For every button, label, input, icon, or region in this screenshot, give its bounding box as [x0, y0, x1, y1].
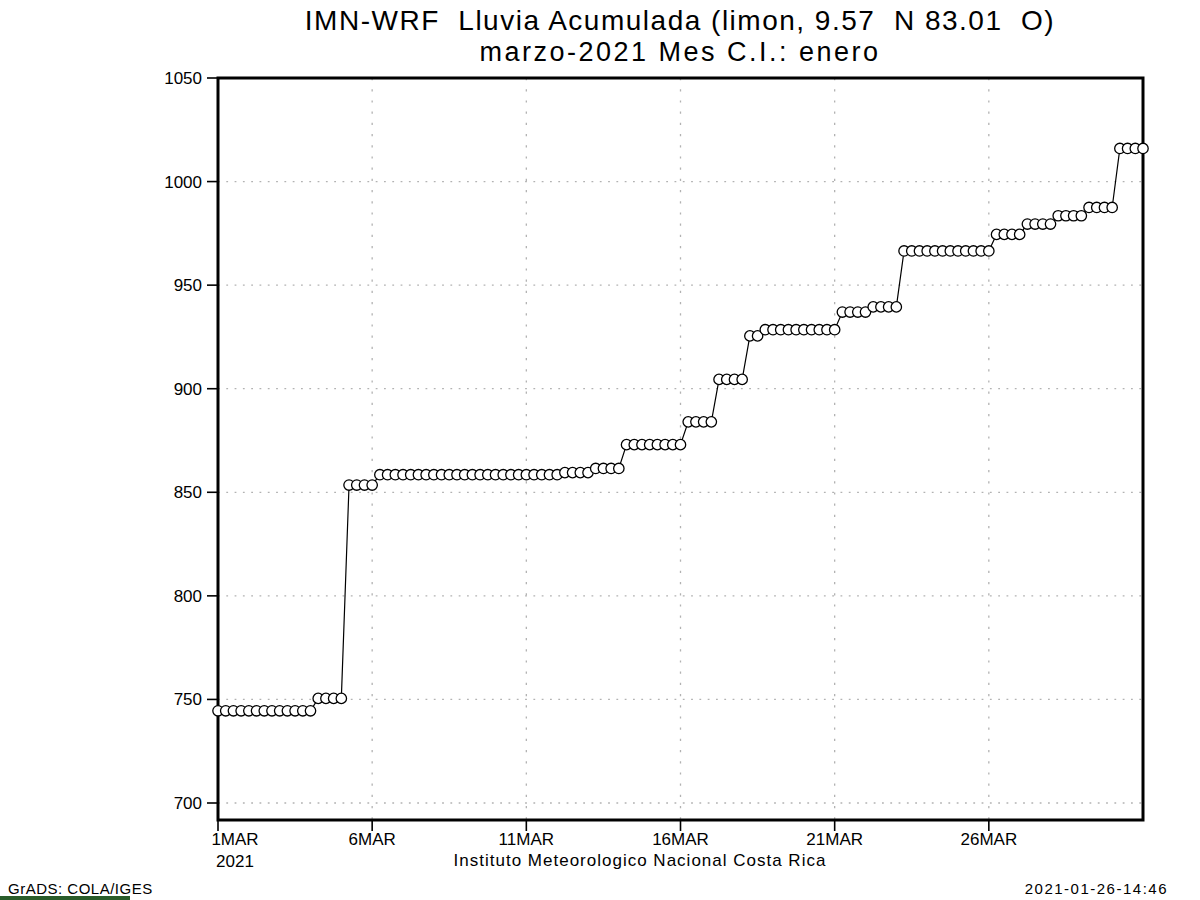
- y-tick-label: 750: [174, 690, 202, 709]
- rain-accumulation-chart: 700750800850900950100010501MAR20216MAR11…: [0, 0, 1200, 900]
- data-point-marker: [1107, 202, 1117, 212]
- y-tick-label: 950: [174, 276, 202, 295]
- data-point-marker: [1014, 229, 1024, 239]
- data-point-marker: [367, 480, 377, 490]
- x-tick-label: 1MAR: [211, 830, 258, 849]
- y-tick-label: 1000: [164, 173, 202, 192]
- data-point-marker: [1045, 219, 1055, 229]
- creation-timestamp: 2021-01-26-14:46: [1025, 880, 1168, 897]
- data-point-marker: [829, 324, 839, 334]
- x-tick-label: 21MAR: [806, 830, 863, 849]
- grads-plot-page: IMN-WRF Lluvia Acumulada (limon, 9.57 N …: [0, 0, 1200, 900]
- x-tick-label: 26MAR: [960, 830, 1017, 849]
- y-tick-label: 800: [174, 587, 202, 606]
- data-point-marker: [614, 463, 624, 473]
- x-axis-caption: Instituto Meteorologico Nacional Costa R…: [140, 851, 1140, 871]
- y-tick-label: 1050: [164, 69, 202, 88]
- x-tick-label: 16MAR: [652, 830, 709, 849]
- y-tick-label: 700: [174, 794, 202, 813]
- grads-credit-label: GrADS: COLA/IGES: [8, 880, 153, 897]
- data-point-marker: [984, 246, 994, 256]
- data-point-marker: [1138, 143, 1148, 153]
- bottom-left-green-bar: [0, 896, 130, 900]
- data-point-marker: [1076, 211, 1086, 221]
- data-point-marker: [706, 417, 716, 427]
- data-point-marker: [737, 374, 747, 384]
- y-tick-label: 900: [174, 380, 202, 399]
- x-tick-label: 6MAR: [349, 830, 396, 849]
- x-tick-label: 11MAR: [499, 830, 554, 849]
- data-point-marker: [675, 439, 685, 449]
- data-point-marker: [891, 302, 901, 312]
- y-tick-label: 850: [174, 483, 202, 502]
- data-point-marker: [336, 693, 346, 703]
- data-point-marker: [305, 706, 315, 716]
